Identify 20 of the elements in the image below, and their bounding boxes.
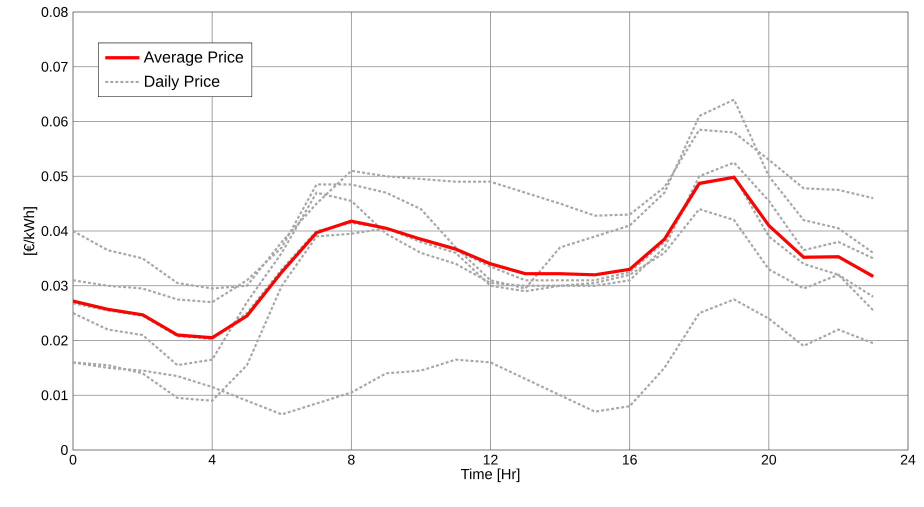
legend-label: Average Price <box>144 50 244 66</box>
y-tick-label: 0.02 <box>42 336 68 346</box>
x-tick-label: 20 <box>762 454 776 465</box>
x-tick-label: 12 <box>484 454 498 464</box>
y-tick-label: 0 <box>61 445 68 455</box>
x-tick-label: 8 <box>348 454 355 465</box>
x-tick-label: 24 <box>900 454 916 464</box>
x-tick-label: 0 <box>70 454 76 465</box>
x-tick-label: 16 <box>622 454 637 465</box>
y-tick-label: 0.01 <box>42 390 68 400</box>
y-tick-label: 0.03 <box>42 280 68 291</box>
y-tick-label: 0.08 <box>42 7 68 17</box>
y-tick-label: 0.06 <box>42 116 68 126</box>
y-tick-label: 0.04 <box>42 226 68 236</box>
x-axis-title: Time [Hr] <box>460 468 520 482</box>
x-tick-label: 4 <box>208 454 216 464</box>
y-tick-label: 0.05 <box>42 171 68 182</box>
legend-label: Daily Price <box>144 75 220 90</box>
y-axis-title: [€/kWh] <box>24 207 38 255</box>
y-tick-label: 0.07 <box>42 62 68 72</box>
